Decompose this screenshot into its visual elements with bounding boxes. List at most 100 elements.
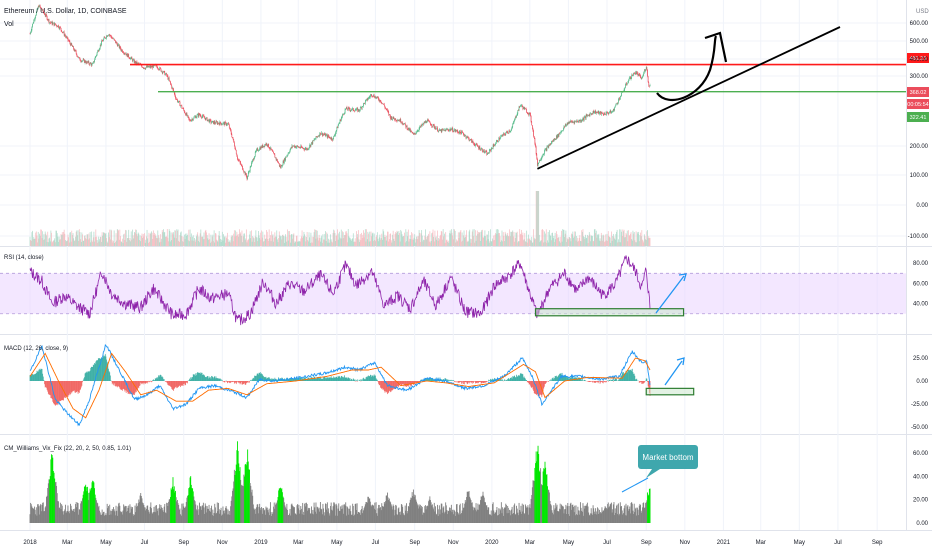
candle-body <box>35 15 36 17</box>
candle-body <box>247 177 248 179</box>
candle-body <box>464 136 465 137</box>
candle-body <box>628 83 629 84</box>
x-tick-label: Jul <box>141 540 149 546</box>
candle-body <box>319 136 320 137</box>
candle-body <box>457 130 458 131</box>
candle-body <box>101 41 102 45</box>
candle-body <box>579 120 580 121</box>
candle-body <box>453 132 454 133</box>
candle-body <box>40 5 41 7</box>
candle-body <box>613 109 614 112</box>
candle-body <box>214 122 215 123</box>
candle-body <box>528 113 529 114</box>
candle-body <box>396 120 397 121</box>
candle-body <box>460 130 461 132</box>
candle-body <box>412 132 413 133</box>
candle-body <box>142 67 143 68</box>
candle-body <box>196 117 197 118</box>
candle-body <box>488 153 489 154</box>
candle-body <box>238 160 239 161</box>
candle-body <box>643 73 644 76</box>
candle-body <box>581 121 582 122</box>
candle-body <box>116 42 117 44</box>
candle-body <box>436 129 437 130</box>
candle-body <box>536 154 537 159</box>
candle-body <box>123 52 124 53</box>
candle-body <box>51 23 52 24</box>
candle-body <box>614 107 615 110</box>
candle-body <box>254 156 255 158</box>
candle-body <box>416 132 417 133</box>
candle-body <box>534 136 535 138</box>
candle-body <box>567 123 568 124</box>
macd-hist-bar <box>110 375 111 381</box>
candle-body <box>508 133 509 134</box>
candle-body <box>521 105 522 106</box>
candle-body <box>307 149 308 150</box>
candle-body <box>340 120 341 123</box>
candle-body <box>368 97 369 99</box>
candle-body <box>295 146 296 147</box>
candle-body <box>473 141 474 143</box>
candle-body <box>321 134 322 135</box>
candle-body <box>183 109 184 111</box>
candle-body <box>213 121 214 124</box>
candle-body <box>403 124 404 125</box>
candle-body <box>52 23 53 24</box>
candle-body <box>469 140 470 141</box>
candle-body <box>378 98 379 100</box>
candle-body <box>136 62 137 64</box>
candle-body <box>315 139 316 140</box>
candle-body <box>247 176 248 179</box>
candle-body <box>424 122 425 123</box>
candle-body <box>200 115 201 116</box>
candle-body <box>269 148 270 149</box>
macd-hist-bar <box>355 381 356 382</box>
candle-body <box>260 148 261 150</box>
candle-body <box>97 51 98 53</box>
candle-body <box>483 150 484 153</box>
candle-body <box>514 119 515 122</box>
candle-body <box>357 108 358 111</box>
candle-body <box>610 111 611 113</box>
candle-body <box>218 123 219 124</box>
candle-body <box>498 138 499 142</box>
candle-body <box>83 60 84 61</box>
candle-body <box>614 109 615 110</box>
candle-body <box>274 155 275 158</box>
candle-body <box>57 26 58 27</box>
candle-body <box>134 60 135 63</box>
candle-body <box>458 132 459 133</box>
candle-body <box>538 163 539 164</box>
macd-hist-bar <box>645 381 646 382</box>
candle-body <box>421 125 422 127</box>
candle-body <box>32 27 33 30</box>
candle-body <box>212 121 213 122</box>
candle-body <box>88 61 89 63</box>
candle-body <box>197 114 198 115</box>
candle-body <box>477 145 478 146</box>
candle-body <box>411 131 412 132</box>
candle-body <box>276 159 277 160</box>
candle-body <box>211 120 212 123</box>
candle-body <box>399 120 400 121</box>
candle-body <box>314 140 315 141</box>
candle-body <box>275 158 276 159</box>
candle-body <box>349 108 350 109</box>
candle-body <box>563 128 564 130</box>
candle-body <box>80 58 81 61</box>
candle-body <box>313 140 314 141</box>
candle-body <box>624 88 625 90</box>
candle-body <box>642 77 643 78</box>
macd-hist-bar <box>502 379 503 381</box>
candle-body <box>318 137 319 138</box>
candle-body <box>283 161 284 163</box>
candle-body <box>530 113 531 116</box>
candle-body <box>89 64 90 65</box>
candle-body <box>638 73 639 75</box>
macd-hist-bar <box>549 380 550 381</box>
macd-highlight-box <box>646 388 693 394</box>
candle-body <box>306 148 307 150</box>
